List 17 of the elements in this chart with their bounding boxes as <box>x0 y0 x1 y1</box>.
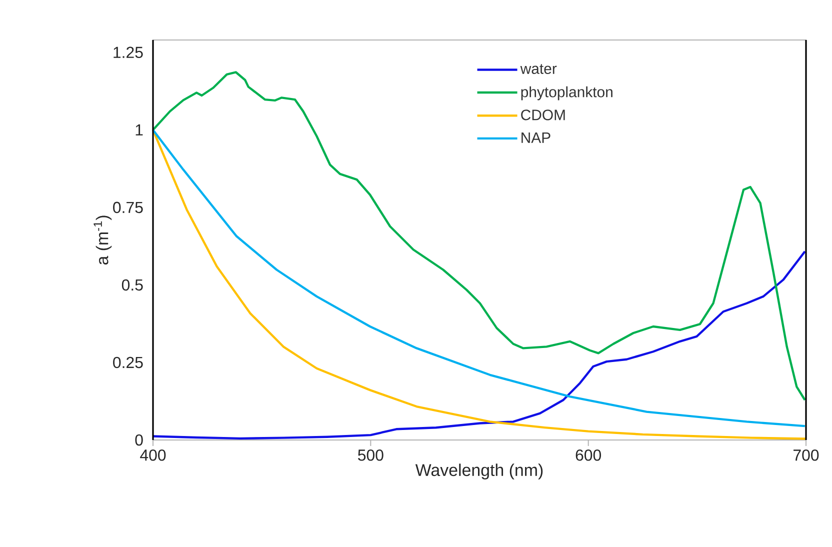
y-tick-label: 0 <box>135 434 143 446</box>
y-tick-label: 1 <box>136 124 143 136</box>
legend-label: water <box>520 64 557 74</box>
x-tick-label: 600 <box>576 450 601 461</box>
x-tick-label: 700 <box>794 450 819 461</box>
y-tick-label: 1.25 <box>114 46 143 58</box>
legend-label: NAP <box>522 132 550 143</box>
legend-label: phytoplankton <box>521 86 612 100</box>
y-tick-label: 0.5 <box>122 279 143 291</box>
y-tick-label: 0.25 <box>113 356 143 368</box>
y-tick-label: 0.75 <box>113 202 143 214</box>
x-tick-label: 500 <box>358 450 384 461</box>
x-tick-label: 400 <box>140 450 166 461</box>
legend-label: CDOM <box>521 110 565 120</box>
x-axis-title: Wavelength (nm) <box>415 464 543 480</box>
y-axis-title: a (m$^{-1}$) <box>94 216 112 265</box>
line-series <box>152 250 806 440</box>
